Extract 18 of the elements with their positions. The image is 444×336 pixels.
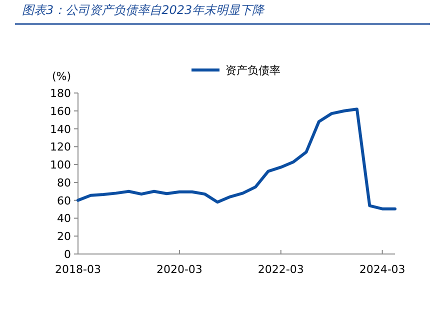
y-tick-label: 140 bbox=[50, 122, 71, 136]
title: 图表3：公司资产负债率自2023年末明显下降 bbox=[22, 3, 264, 17]
y-tick-label: 100 bbox=[50, 158, 71, 172]
x-tick-label: 2022-03 bbox=[258, 263, 304, 276]
y-tick-label: 80 bbox=[57, 176, 71, 190]
y-tick-label: 160 bbox=[50, 104, 71, 118]
y-axis-title: (%) bbox=[52, 70, 72, 83]
y-tick-label: 120 bbox=[50, 140, 71, 154]
x-tick-label: 2018-03 bbox=[55, 263, 101, 276]
y-tick-label: 40 bbox=[57, 212, 71, 226]
x-tick-label: 2024-03 bbox=[359, 263, 406, 276]
y-tick-label: 0 bbox=[64, 248, 71, 261]
y-tick-label: 20 bbox=[57, 230, 71, 244]
y-tick-label: 180 bbox=[50, 87, 71, 100]
legend: 资产负债率 bbox=[192, 64, 280, 77]
x-tick-label: 2020-03 bbox=[156, 263, 202, 276]
legend-label: 资产负债率 bbox=[226, 64, 280, 77]
y-tick-label: 60 bbox=[57, 194, 71, 208]
